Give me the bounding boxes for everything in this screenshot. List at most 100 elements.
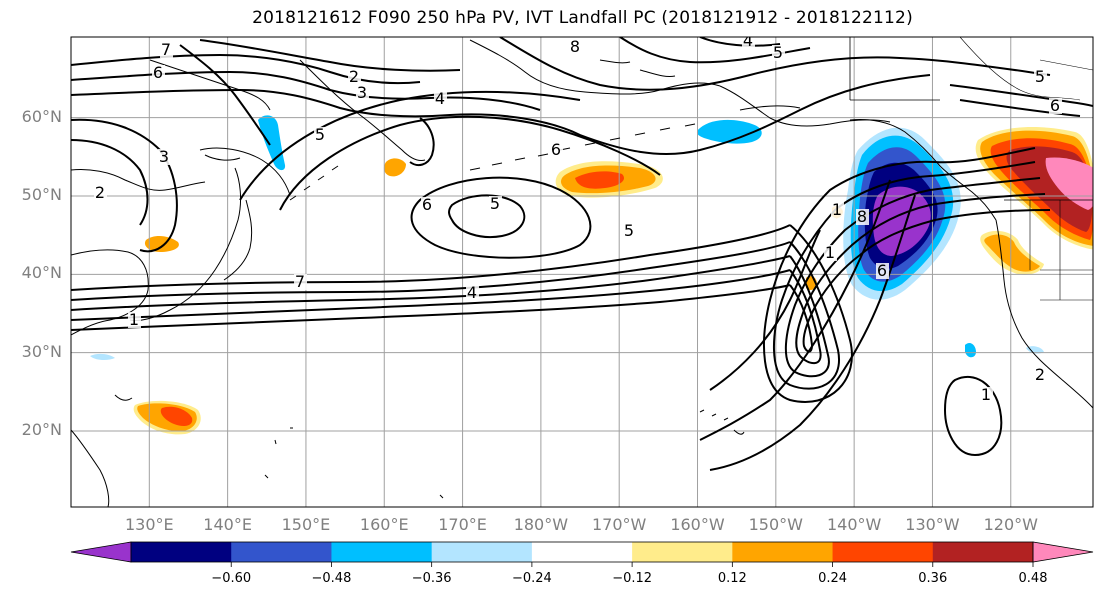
contour-line <box>71 139 149 226</box>
contour-line <box>499 37 1051 91</box>
contour-label: 2 <box>95 183 105 202</box>
contour-line <box>949 84 1093 107</box>
contour-label-bg <box>356 85 369 101</box>
lon-label: 160°E <box>359 515 409 534</box>
contour-label-bg <box>348 69 361 85</box>
pv-contours <box>71 37 1093 471</box>
contour-label-bg <box>980 387 993 403</box>
colorbar-tick-label: 0.48 <box>1018 571 1048 586</box>
contour-label-bg <box>421 197 434 213</box>
contour-label-bg <box>294 274 307 290</box>
contour-label: 3 <box>159 147 169 166</box>
lon-label: 180°W <box>513 515 569 534</box>
colorbar-tick-label: 0.36 <box>918 571 948 586</box>
lon-label: 170°E <box>438 515 487 534</box>
lat-label: 60°N <box>21 106 62 126</box>
chart-title: 2018121612 F090 250 hPa PV, IVT Landfall… <box>252 8 913 28</box>
colorbar-bin <box>531 542 633 562</box>
contour-label-bg <box>876 263 889 279</box>
colorbar-bin <box>231 542 332 562</box>
contour-line <box>71 224 791 291</box>
lon-label: 130°E <box>124 515 174 534</box>
colorbar-bin <box>431 542 533 562</box>
shade-warm-2c <box>160 406 193 426</box>
contour-label-bg <box>489 196 502 212</box>
colorbar-bin <box>732 542 834 562</box>
contour-label-bg <box>1034 367 1047 383</box>
contour-label: 6 <box>877 261 887 280</box>
contour-line <box>784 177 1041 378</box>
shade-warm-3 <box>144 236 179 252</box>
contour-label-bg <box>152 65 165 81</box>
colorbar-extend-low <box>70 541 132 563</box>
lon-label: 150°E <box>281 515 331 534</box>
shade-warm-4 <box>383 158 406 177</box>
colorbar-tick-label: 0.12 <box>717 571 747 586</box>
contour-label-bg <box>1034 69 1047 85</box>
contour-label: 5 <box>490 194 500 213</box>
shade-warm-7b <box>984 234 1040 272</box>
lon-label: 170°W <box>592 515 647 534</box>
contour-line <box>71 70 541 111</box>
contour-label-bg <box>824 245 837 261</box>
lat-label: 30°N <box>21 341 62 361</box>
contour-label-bg <box>314 127 327 143</box>
colorbar <box>70 541 1094 567</box>
contour-label: 8 <box>857 207 867 226</box>
contour-line <box>409 117 435 167</box>
lat-label: 50°N <box>21 185 62 205</box>
contour-label: 3 <box>357 83 367 102</box>
colorbar-outline <box>130 541 1034 563</box>
contour-label-bg <box>550 142 563 158</box>
shade-blue-small-2 <box>696 119 762 144</box>
lon-label: 140°W <box>826 515 882 534</box>
colorbar-bin <box>932 542 1034 562</box>
contour-label-bg <box>856 209 869 225</box>
contour-line <box>71 241 791 301</box>
contour-label-bg <box>160 42 173 58</box>
contour-line <box>279 115 661 211</box>
contour-line <box>239 90 581 201</box>
contour-label-bg <box>569 39 582 55</box>
lon-label: 120°W <box>983 515 1038 534</box>
contour-label: 5 <box>624 221 634 240</box>
contour-label-bg <box>742 37 755 49</box>
contour-label: 6 <box>551 140 561 159</box>
contour-label-bg <box>623 223 636 239</box>
contour-label-bg <box>831 202 844 218</box>
lon-label: 150°W <box>748 515 803 534</box>
contour-line <box>71 284 791 331</box>
colorbar-extend-high <box>1032 541 1094 563</box>
contour-label-bg <box>434 91 447 107</box>
contour-line <box>71 118 178 253</box>
contour-label: 2 <box>1035 365 1045 384</box>
colorbar-bin <box>131 542 232 562</box>
colorbar-tick-label: −0.12 <box>612 571 653 586</box>
contour-label-bg <box>466 285 479 301</box>
shade-blue-small-5 <box>90 353 115 361</box>
contour-line <box>179 44 271 146</box>
contour-label: 2 <box>349 67 359 86</box>
contour-label: 1 <box>832 200 842 219</box>
lon-label: 140°E <box>203 515 252 534</box>
map-frame <box>70 36 1094 508</box>
contour-line <box>71 53 421 85</box>
contour-label: 6 <box>153 63 163 82</box>
lon-label: 130°W <box>905 515 960 534</box>
contour-label: 5 <box>1035 67 1045 86</box>
contour-line <box>709 194 916 471</box>
contour-label: 8 <box>570 37 580 56</box>
contour-label-bg <box>772 45 785 61</box>
contour-line <box>772 161 1036 390</box>
contour-label-bg <box>1049 98 1062 114</box>
contour-label: 6 <box>422 195 432 214</box>
shade-blue-small-3 <box>965 342 976 358</box>
contour-label: 7 <box>295 272 305 291</box>
contour-label: 7 <box>161 40 171 59</box>
colorbar-tick-label: −0.60 <box>211 571 252 586</box>
contour-line <box>699 179 891 441</box>
shade-pos-big-5 <box>1045 157 1093 210</box>
contour-label-bg <box>94 185 107 201</box>
